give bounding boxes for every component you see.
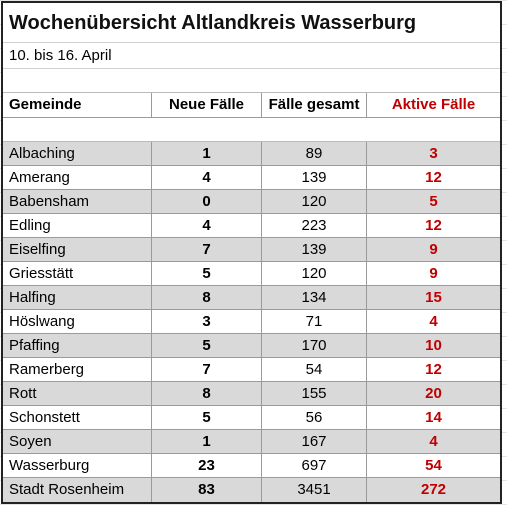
table-cell: Amerang <box>3 166 152 189</box>
table-cell: 7 <box>152 358 262 381</box>
table-row: Stadt Rosenheim 83 3451 272 <box>3 478 500 502</box>
table-cell: 71 <box>262 310 367 333</box>
title: Wochenübersicht Altlandkreis Wasserburg <box>3 3 500 43</box>
table-row: Wasserburg 23 697 54 <box>3 454 500 478</box>
table-cell: 120 <box>262 190 367 213</box>
table-row: Albaching 1 89 3 <box>3 142 500 166</box>
table-cell: 4 <box>152 214 262 237</box>
table-cell: 139 <box>262 238 367 261</box>
table-cell: 23 <box>152 454 262 477</box>
table-cell: Pfaffing <box>3 334 152 357</box>
table-cell: 4 <box>429 313 438 330</box>
table-cell: Rott <box>3 382 152 405</box>
table-row: Rott 8 155 20 <box>3 382 500 406</box>
table-cell: 3 <box>429 145 438 162</box>
table-cell: 83 <box>152 478 262 502</box>
table-cell: 14 <box>425 409 442 426</box>
table-cell: 4 <box>152 166 262 189</box>
header-row: Gemeinde Neue Fälle Fälle gesamt Aktive Fäl… <box>3 93 500 118</box>
table-cell: 20 <box>425 385 442 402</box>
table-cell: Wasserburg <box>3 454 152 477</box>
table-cell: 5 <box>152 334 262 357</box>
table-cell: Ramerberg <box>3 358 152 381</box>
table-cell: Soyen <box>3 430 152 453</box>
table-cell: 54 <box>262 358 367 381</box>
table-cell: 5 <box>429 193 438 210</box>
table-cell: 12 <box>425 217 442 234</box>
table-cell: 56 <box>262 406 367 429</box>
table-cell: Höslwang <box>3 310 152 333</box>
table-cell: 0 <box>152 190 262 213</box>
table-cell: 1 <box>152 142 262 165</box>
table-row: Ramerberg 7 54 12 <box>3 358 500 382</box>
header-cell: Gemeinde <box>3 93 152 117</box>
table-cell: 697 <box>262 454 367 477</box>
table-cell: 12 <box>425 361 442 378</box>
header-cell: Fälle gesamt <box>262 93 367 117</box>
header-cell: Aktive Fälle <box>391 96 476 113</box>
empty-row <box>3 69 500 93</box>
table-row: Griesstätt 5 120 9 <box>3 262 500 286</box>
table-cell: 4 <box>429 433 438 450</box>
table-row: Schonstett 5 56 14 <box>3 406 500 430</box>
table-cell: Halfing <box>3 286 152 309</box>
table-cell: 9 <box>429 265 438 282</box>
table-cell: 9 <box>429 241 438 258</box>
table-cell: 8 <box>152 382 262 405</box>
table-row: Eiselfing 7 139 9 <box>3 238 500 262</box>
table-box: Wochenübersicht Altlandkreis Wasserburg … <box>1 1 502 504</box>
table-body: Albaching 1 89 3 Amerang 4 139 12 Babensham 0 120 5… <box>3 142 500 502</box>
table-cell: 5 <box>152 406 262 429</box>
table-cell: 139 <box>262 166 367 189</box>
table-cell: 134 <box>262 286 367 309</box>
table-cell: 167 <box>262 430 367 453</box>
table-cell: Edling <box>3 214 152 237</box>
table-cell: 155 <box>262 382 367 405</box>
table-row: Babensham 0 120 5 <box>3 190 500 214</box>
subtitle: 10. bis 16. April <box>3 43 500 69</box>
table-cell: 3 <box>152 310 262 333</box>
table-cell: Eiselfing <box>3 238 152 261</box>
table-cell: 54 <box>425 457 442 474</box>
table-row: Halfing 8 134 15 <box>3 286 500 310</box>
table-cell: 89 <box>262 142 367 165</box>
table-cell: 1 <box>152 430 262 453</box>
table-cell: 223 <box>262 214 367 237</box>
table-row: Soyen 1 167 4 <box>3 430 500 454</box>
table-cell: 272 <box>420 481 447 498</box>
empty-row <box>3 118 500 142</box>
table-cell: 5 <box>152 262 262 285</box>
table-cell: 120 <box>262 262 367 285</box>
header-cell: Neue Fälle <box>152 93 262 117</box>
table-cell: 8 <box>152 286 262 309</box>
table-cell: 170 <box>262 334 367 357</box>
table-cell: 7 <box>152 238 262 261</box>
table-cell: 10 <box>425 337 442 354</box>
table-cell: 15 <box>425 289 442 306</box>
table-cell: 3451 <box>262 478 367 502</box>
table-cell: Babensham <box>3 190 152 213</box>
table-cell: Griesstätt <box>3 262 152 285</box>
table-row: Amerang 4 139 12 <box>3 166 500 190</box>
table-row: Edling 4 223 12 <box>3 214 500 238</box>
table-row: Höslwang 3 71 4 <box>3 310 500 334</box>
table-cell: 12 <box>425 169 442 186</box>
table-cell: Albaching <box>3 142 152 165</box>
table-row: Pfaffing 5 170 10 <box>3 334 500 358</box>
table-cell: Schonstett <box>3 406 152 429</box>
table-cell: Stadt Rosenheim <box>3 478 152 502</box>
